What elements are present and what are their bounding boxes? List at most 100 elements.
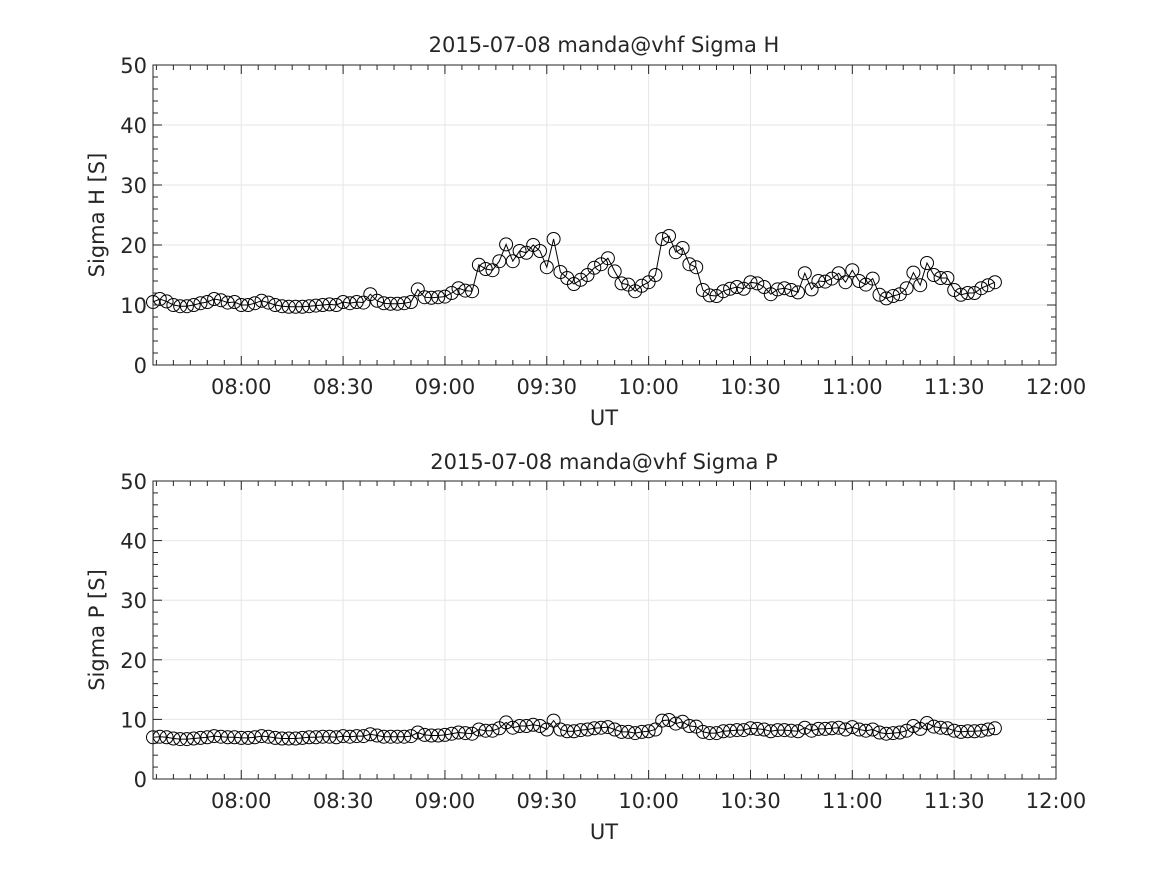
data-point — [166, 731, 181, 746]
data-point — [471, 722, 486, 737]
data-point — [777, 723, 792, 738]
x-tick-label: 08:00 — [211, 789, 272, 813]
data-point — [539, 722, 554, 737]
data-point — [478, 723, 493, 738]
ticks: 08:00 08:30 09:00 09:30 10:00 10:30 11:00 11:30… — [120, 470, 1086, 813]
data-point — [444, 726, 459, 741]
data-point — [634, 724, 649, 739]
data-point — [865, 271, 880, 286]
data-point — [397, 296, 412, 311]
x-tick-label: 10:00 — [618, 375, 679, 399]
data-point — [811, 721, 826, 736]
data-point — [981, 722, 996, 737]
data-point — [845, 263, 860, 278]
data-point — [716, 724, 731, 739]
data-point — [974, 723, 989, 738]
data-point — [926, 719, 941, 734]
data-point — [220, 730, 235, 745]
data-point — [743, 275, 758, 290]
series-line — [146, 229, 1002, 314]
data-point — [662, 229, 676, 243]
data-point — [526, 717, 541, 732]
data-point — [723, 723, 738, 738]
data-point — [831, 266, 846, 281]
data-point — [410, 725, 425, 740]
data-point — [791, 285, 805, 300]
data-point — [933, 271, 948, 285]
y-tick-label: 20 — [120, 649, 147, 673]
data-point — [858, 723, 873, 738]
plot-frame — [152, 64, 1057, 366]
data-point — [261, 295, 276, 310]
x-tick-label: 08:30 — [313, 375, 374, 399]
data-point — [261, 729, 276, 744]
data-point — [682, 719, 697, 733]
data-point — [207, 292, 222, 306]
x-tick-label: 10:00 — [618, 789, 679, 813]
x-tick-label: 12:00 — [1026, 789, 1087, 813]
data-point — [539, 260, 554, 275]
data-point — [573, 272, 588, 287]
data-point — [845, 720, 860, 735]
chart-sigma-p: 2015-07-08 manda@vhf Sigma P 08:00 08:30 0… — [85, 450, 1086, 844]
data-point — [784, 283, 799, 297]
y-tick-label: 0 — [134, 768, 147, 792]
data-point — [241, 730, 256, 745]
data-point — [275, 731, 289, 746]
data-point — [193, 730, 208, 745]
y-tick-label: 50 — [120, 54, 147, 78]
y-axis-label: Sigma P [S] — [85, 569, 109, 691]
data-point — [390, 296, 405, 311]
data-point — [913, 278, 928, 293]
data-point — [953, 724, 968, 739]
data-point — [852, 274, 867, 288]
data-point — [308, 298, 323, 313]
x-tick-label: 08:00 — [211, 375, 272, 399]
data-point — [247, 296, 262, 311]
data-point — [288, 731, 303, 746]
data-point — [899, 723, 914, 738]
data-point — [560, 724, 575, 739]
data-point — [886, 289, 901, 303]
data-point — [336, 295, 351, 309]
data-point — [587, 260, 602, 275]
y-axis-label: Sigma H [S] — [85, 153, 109, 278]
data-point — [342, 729, 357, 744]
data-point — [865, 722, 880, 737]
data-point — [444, 286, 459, 300]
x-tick-label: 10:30 — [720, 375, 781, 399]
data-point — [159, 294, 174, 309]
data-point — [397, 729, 412, 744]
data-point — [797, 266, 812, 281]
data-point — [281, 731, 296, 746]
data-point — [417, 290, 432, 305]
data-point — [295, 730, 310, 745]
data-point — [499, 237, 514, 252]
data-point — [594, 720, 609, 735]
y-tick-label: 0 — [134, 354, 147, 378]
x-tick-label: 12:00 — [1026, 375, 1087, 399]
data-point — [234, 730, 249, 745]
data-point — [675, 241, 690, 255]
x-tick-label: 09:30 — [517, 789, 578, 813]
data-point — [213, 293, 228, 308]
data-point — [519, 719, 534, 733]
data-point — [546, 713, 561, 728]
data-point — [356, 295, 371, 310]
data-point — [729, 280, 744, 294]
data-point — [553, 722, 568, 737]
data-point — [404, 295, 418, 309]
data-point — [173, 732, 188, 747]
data-point — [709, 289, 724, 303]
data-point — [729, 723, 744, 738]
data-point — [906, 719, 921, 733]
data-point — [947, 723, 962, 738]
data-point — [566, 724, 581, 739]
data-point — [179, 299, 194, 314]
data-point — [349, 729, 364, 744]
data-point — [573, 723, 588, 738]
data-point — [465, 284, 480, 299]
data-point — [275, 299, 289, 314]
data-point — [512, 719, 527, 733]
